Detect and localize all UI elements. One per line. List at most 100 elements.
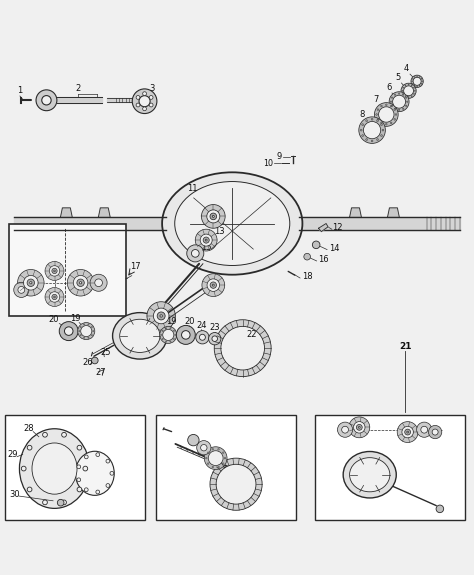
Text: 1: 1 [17, 86, 23, 95]
Text: 4: 4 [404, 64, 410, 74]
Circle shape [413, 87, 414, 88]
Circle shape [49, 266, 60, 276]
Circle shape [210, 282, 217, 288]
Circle shape [83, 324, 85, 325]
Text: 8: 8 [359, 110, 365, 119]
Circle shape [342, 426, 348, 433]
Text: 19: 19 [166, 317, 177, 326]
Circle shape [27, 279, 35, 286]
Text: 3: 3 [149, 84, 155, 93]
Circle shape [77, 279, 84, 286]
Circle shape [208, 451, 223, 466]
Text: 10: 10 [263, 159, 273, 168]
Circle shape [136, 95, 140, 99]
Circle shape [96, 490, 100, 494]
Ellipse shape [119, 319, 160, 352]
Circle shape [170, 328, 171, 329]
Circle shape [382, 129, 384, 131]
Circle shape [362, 135, 364, 136]
Circle shape [201, 444, 207, 451]
Circle shape [92, 331, 94, 332]
Circle shape [399, 93, 400, 94]
Circle shape [394, 94, 396, 95]
Circle shape [411, 75, 423, 87]
Circle shape [392, 105, 393, 106]
Circle shape [390, 101, 392, 102]
Circle shape [417, 422, 432, 437]
Circle shape [221, 327, 264, 370]
Circle shape [106, 459, 110, 463]
Circle shape [187, 245, 204, 262]
Text: 17: 17 [130, 263, 140, 271]
Circle shape [201, 205, 225, 228]
Ellipse shape [112, 313, 167, 359]
Text: 7: 7 [373, 95, 379, 104]
Circle shape [401, 83, 416, 98]
Circle shape [421, 426, 428, 433]
Circle shape [132, 89, 157, 113]
Circle shape [14, 282, 29, 297]
Circle shape [218, 448, 219, 450]
Circle shape [160, 315, 163, 317]
Circle shape [312, 241, 320, 248]
Text: 23: 23 [210, 323, 220, 332]
Circle shape [412, 83, 413, 85]
Circle shape [57, 499, 64, 506]
Circle shape [364, 121, 381, 139]
Circle shape [381, 105, 382, 107]
Circle shape [362, 124, 364, 125]
Circle shape [376, 114, 377, 116]
Circle shape [408, 84, 409, 85]
Text: 16: 16 [319, 255, 329, 264]
Circle shape [404, 86, 413, 95]
Circle shape [405, 429, 410, 435]
Circle shape [207, 452, 209, 454]
Circle shape [188, 435, 199, 446]
Polygon shape [387, 208, 399, 217]
Circle shape [27, 487, 32, 492]
Circle shape [402, 108, 404, 109]
Bar [156, 416, 296, 520]
Text: 30: 30 [9, 490, 19, 499]
Circle shape [411, 81, 412, 82]
Circle shape [18, 286, 25, 293]
Bar [5, 416, 145, 520]
Text: 5: 5 [395, 73, 401, 82]
Circle shape [222, 463, 224, 465]
Circle shape [42, 95, 51, 105]
Text: 29: 29 [7, 450, 18, 459]
Ellipse shape [19, 429, 90, 508]
Circle shape [90, 274, 107, 292]
Circle shape [27, 445, 32, 450]
Circle shape [381, 124, 383, 125]
Ellipse shape [175, 182, 290, 266]
Text: 14: 14 [329, 244, 340, 252]
Circle shape [161, 334, 162, 335]
Circle shape [207, 279, 219, 292]
Circle shape [224, 457, 226, 459]
Circle shape [414, 76, 415, 78]
Circle shape [209, 332, 221, 345]
Circle shape [422, 81, 423, 82]
Circle shape [52, 294, 57, 300]
Circle shape [59, 321, 78, 340]
Circle shape [54, 270, 55, 272]
Circle shape [408, 97, 409, 98]
Circle shape [202, 274, 225, 297]
Circle shape [54, 296, 55, 298]
Circle shape [399, 109, 400, 110]
Circle shape [143, 107, 146, 111]
Circle shape [207, 210, 220, 223]
Circle shape [379, 107, 394, 122]
Circle shape [78, 323, 95, 340]
Circle shape [402, 426, 413, 438]
Circle shape [392, 95, 406, 108]
Circle shape [371, 140, 373, 142]
Text: 20: 20 [184, 317, 195, 326]
Circle shape [95, 279, 102, 286]
Circle shape [218, 466, 219, 468]
Circle shape [205, 239, 207, 241]
Text: 22: 22 [246, 330, 256, 339]
Text: 13: 13 [214, 227, 225, 236]
Circle shape [170, 341, 171, 342]
